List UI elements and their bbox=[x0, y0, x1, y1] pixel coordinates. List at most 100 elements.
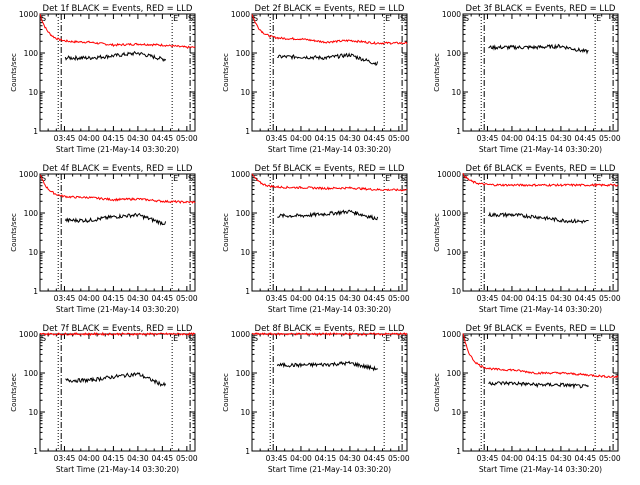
start-marker-label: S bbox=[611, 334, 616, 343]
start-marker-label: S bbox=[41, 14, 46, 23]
det-panel-2: Det 2f BLACK = Events, RED = LLD 1 10 100 10… bbox=[222, 4, 410, 154]
x-axis-label: Start Time (21-May-14 03:30:20) bbox=[56, 145, 179, 154]
x-tick-label: 03:45 bbox=[266, 134, 288, 143]
x-tick-label: 04:15 bbox=[526, 294, 548, 303]
x-axis-label: Start Time (21-May-14 03:30:20) bbox=[56, 465, 179, 474]
y-tick-label: 1 bbox=[33, 447, 38, 456]
x-tick-label: 04:30 bbox=[339, 294, 361, 303]
y-tick-label: 1000 bbox=[231, 10, 250, 19]
y-axis-label: Counts/sec bbox=[433, 373, 441, 412]
x-tick-label: 04:45 bbox=[575, 454, 597, 463]
x-tick-label: 03:45 bbox=[477, 294, 499, 303]
x-tick-label: 03:45 bbox=[266, 454, 288, 463]
x-axis-label: Start Time (21-May-14 03:30:20) bbox=[268, 305, 391, 314]
start-marker-label: S bbox=[253, 334, 258, 343]
x-tick-label: 04:45 bbox=[152, 134, 174, 143]
x-tick-label: 04:45 bbox=[575, 294, 597, 303]
y-tick-label: 1000 bbox=[442, 209, 461, 218]
x-tick-label: 03:45 bbox=[477, 134, 499, 143]
end-marker-label: E bbox=[596, 14, 601, 23]
y-tick-label: 1000 bbox=[231, 330, 250, 339]
x-tick-label: 04:00 bbox=[290, 294, 312, 303]
x-tick-label: 04:00 bbox=[501, 294, 523, 303]
y-tick-label: 10 bbox=[28, 408, 38, 417]
end-marker-label: E bbox=[173, 334, 178, 343]
det-panel-4: Det 4f BLACK = Events, RED = LLD 1 10 100 10… bbox=[10, 164, 198, 314]
y-tick-label: 100 bbox=[236, 369, 251, 378]
lld-series-line bbox=[251, 173, 408, 192]
x-tick-label: 04:00 bbox=[290, 134, 312, 143]
x-tick-label: 04:15 bbox=[103, 134, 125, 143]
events-series-line bbox=[64, 50, 167, 62]
plot-frame bbox=[462, 333, 619, 452]
det-panel-1: Det 1f BLACK = Events, RED = LLD 1 10 100 10… bbox=[10, 4, 198, 154]
x-tick-label: 03:45 bbox=[54, 454, 76, 463]
x-tick-label: 04:30 bbox=[339, 134, 361, 143]
panel-title: Det 6f BLACK = Events, RED = LLD bbox=[466, 164, 616, 174]
x-tick-label: 04:15 bbox=[315, 294, 337, 303]
x-tick-label: 04:30 bbox=[339, 454, 361, 463]
start-marker-label: S bbox=[41, 174, 46, 183]
x-tick-label: 03:45 bbox=[477, 454, 499, 463]
end-marker-label: E bbox=[173, 14, 178, 23]
y-tick-label: 100 bbox=[447, 248, 462, 257]
y-tick-label: 10000 bbox=[437, 170, 461, 179]
end-marker-label: E bbox=[385, 174, 390, 183]
y-tick-label: 10 bbox=[240, 408, 250, 417]
lld-series-line bbox=[462, 172, 619, 188]
y-tick-label: 10 bbox=[451, 408, 461, 417]
plot-frame bbox=[462, 13, 619, 132]
events-series-line bbox=[488, 380, 589, 390]
y-tick-label: 1000 bbox=[442, 330, 461, 339]
det-panel-5: Det 5f BLACK = Events, RED = LLD 1 10 100 10… bbox=[222, 164, 410, 314]
x-tick-label: 04:15 bbox=[315, 454, 337, 463]
x-tick-label: 03:45 bbox=[54, 294, 76, 303]
y-tick-label: 100 bbox=[236, 49, 251, 58]
x-axis-label: Start Time (21-May-14 03:30:20) bbox=[479, 145, 602, 154]
plot-frame bbox=[462, 173, 619, 292]
y-axis-label: Counts/sec bbox=[433, 213, 441, 252]
events-series-line bbox=[277, 52, 379, 67]
start-marker-label: S bbox=[611, 14, 616, 23]
y-axis-label: Counts/sec bbox=[222, 213, 230, 252]
end-marker-label: E bbox=[385, 334, 390, 343]
x-tick-label: 04:00 bbox=[501, 134, 523, 143]
end-marker-label: E bbox=[385, 14, 390, 23]
y-axis-label: Counts/sec bbox=[10, 213, 18, 252]
panel-title: Det 2f BLACK = Events, RED = LLD bbox=[255, 4, 405, 14]
y-tick-label: 1000 bbox=[19, 10, 38, 19]
y-tick-label: 1000 bbox=[442, 10, 461, 19]
start-marker-label: S bbox=[464, 174, 469, 183]
x-tick-label: 04:15 bbox=[103, 454, 125, 463]
det-panel-3: Det 3f BLACK = Events, RED = LLD 1 10 100 10… bbox=[433, 4, 621, 154]
end-marker-label: E bbox=[596, 334, 601, 343]
start-marker-label: S bbox=[188, 14, 193, 23]
end-marker-label: E bbox=[596, 174, 601, 183]
x-tick-label: 05:00 bbox=[388, 134, 410, 143]
panel-title: Det 5f BLACK = Events, RED = LLD bbox=[255, 164, 405, 174]
x-axis-label: Start Time (21-May-14 03:30:20) bbox=[479, 305, 602, 314]
start-marker-label: S bbox=[464, 14, 469, 23]
x-tick-label: 05:00 bbox=[599, 134, 621, 143]
lld-series-line bbox=[251, 14, 408, 45]
panel-title: Det 4f BLACK = Events, RED = LLD bbox=[43, 164, 193, 174]
plot-frame bbox=[251, 173, 408, 292]
x-tick-label: 04:45 bbox=[364, 454, 386, 463]
start-marker-label: S bbox=[464, 334, 469, 343]
x-axis-label: Start Time (21-May-14 03:30:20) bbox=[268, 145, 391, 154]
y-axis-label: Counts/sec bbox=[222, 373, 230, 412]
x-tick-label: 05:00 bbox=[176, 294, 198, 303]
y-axis-label: Counts/sec bbox=[433, 53, 441, 92]
events-series-line bbox=[488, 211, 589, 225]
x-tick-label: 04:30 bbox=[127, 454, 149, 463]
y-axis-label: Counts/sec bbox=[10, 373, 18, 412]
x-tick-label: 03:45 bbox=[54, 134, 76, 143]
lld-series-line bbox=[462, 333, 619, 379]
lld-series-line bbox=[251, 331, 408, 337]
x-tick-label: 04:15 bbox=[526, 134, 548, 143]
panel-title: Det 9f BLACK = Events, RED = LLD bbox=[466, 324, 616, 334]
panel-title: Det 1f BLACK = Events, RED = LLD bbox=[43, 4, 193, 14]
plot-frame bbox=[39, 173, 196, 292]
y-tick-label: 100 bbox=[236, 209, 251, 218]
